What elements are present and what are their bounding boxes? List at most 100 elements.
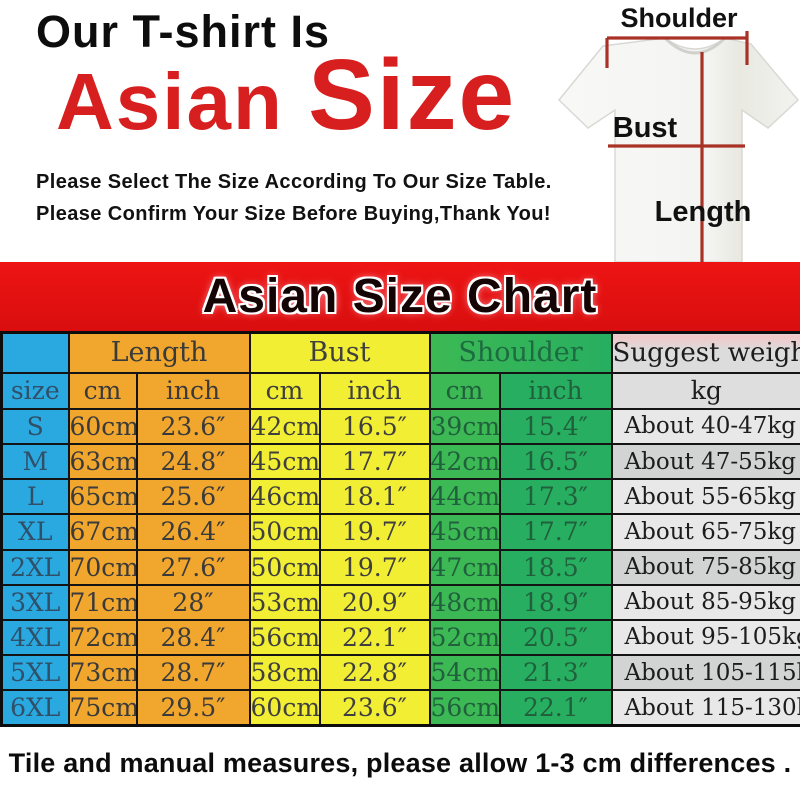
- headline-word-asian: Asian: [56, 57, 309, 146]
- size-row-xl: XL 67cm 26.4″ 50cm 19.7″ 45cm 17.7″ Abou…: [0, 513, 800, 551]
- size-chart-banner: Asian Size Chart: [0, 262, 800, 331]
- bust-cm: 58cm: [248, 654, 321, 692]
- size-row-l: L 65cm 25.6″ 46cm 18.1″ 44cm 17.3″ About…: [0, 478, 800, 516]
- shoulder-inch: 17.3″: [498, 478, 613, 516]
- col-header-weight: Suggest weight: [610, 331, 800, 374]
- length-inch: 28.7″: [135, 654, 251, 692]
- length-cm: 73cm: [67, 654, 138, 692]
- tshirt-collar: [663, 36, 727, 55]
- weight-range: About 85-95kg: [610, 583, 800, 621]
- size-label: M: [0, 443, 70, 481]
- length-inch: 28″: [135, 583, 251, 621]
- shoulder-inch: 21.3″: [498, 654, 613, 692]
- size-label: 3XL: [0, 583, 70, 621]
- size-row-s: S 60cm 23.6″ 42cm 16.5″ 39cm 15.4″ About…: [0, 407, 800, 446]
- length-inch: 25.6″: [135, 478, 251, 516]
- banner-title: Asian Size Chart: [202, 270, 598, 323]
- bust-cm: 56cm: [248, 618, 321, 657]
- size-label: 5XL: [0, 654, 70, 692]
- page-title: Our T-shirt Is: [36, 6, 331, 57]
- unit-weight-kg: kg: [610, 371, 800, 410]
- note-select-size: Please Select The Size According To Our …: [36, 171, 552, 193]
- tshirt-shape: [557, 37, 800, 262]
- length-inch: 27.6″: [135, 548, 251, 586]
- size-chart-table: Length Bust Shoulder Suggest weight size…: [0, 331, 800, 727]
- bust-inch: 23.6″: [318, 689, 431, 727]
- shoulder-cm: 39cm: [428, 407, 501, 446]
- size-row-6xl: 6XL 75cm 29.5″ 60cm 23.6″ 56cm 22.1″ Abo…: [0, 689, 800, 727]
- weight-range: About 65-75kg: [610, 513, 800, 551]
- col-header-length: Length: [67, 331, 251, 374]
- length-inch: 26.4″: [135, 513, 251, 551]
- bust-cm: 53cm: [248, 583, 321, 621]
- weight-range: About 95-105kg: [610, 618, 800, 657]
- length-cm: 70cm: [67, 548, 138, 586]
- shoulder-inch: 16.5″: [498, 443, 613, 481]
- size-row-5xl: 5XL 73cm 28.7″ 58cm 22.8″ 54cm 21.3″ Abo…: [0, 654, 800, 692]
- length-inch: 29.5″: [135, 689, 251, 727]
- header-size-blank: [0, 331, 70, 374]
- table-header-groups: Length Bust Shoulder Suggest weight: [0, 331, 800, 374]
- bust-cm: 60cm: [248, 689, 321, 727]
- weight-range: About 55-65kg: [610, 478, 800, 516]
- shoulder-cm: 47cm: [428, 548, 501, 586]
- unit-bust-inch: inch: [318, 371, 431, 410]
- shoulder-inch: 18.9″: [498, 583, 613, 621]
- size-label: S: [0, 407, 70, 446]
- length-cm: 75cm: [67, 689, 138, 727]
- footer-section: Tile and manual measures, please allow 1…: [0, 727, 800, 800]
- length-inch: 24.8″: [135, 443, 251, 481]
- shoulder-cm: 52cm: [428, 618, 501, 657]
- unit-bust-cm: cm: [248, 371, 321, 410]
- length-cm: 67cm: [67, 513, 138, 551]
- size-row-m: M 63cm 24.8″ 45cm 17.7″ 42cm 16.5″ About…: [0, 443, 800, 481]
- length-measure-label: Length: [655, 196, 752, 228]
- weight-range: About 105-115kg: [610, 654, 800, 692]
- size-label: XL: [0, 513, 70, 551]
- bust-inch: 19.7″: [318, 513, 431, 551]
- top-section: Our T-shirt Is Asian Size Please Select …: [0, 0, 800, 262]
- size-row-3xl: 3XL 71cm 28″ 53cm 20.9″ 48cm 18.9″ About…: [0, 583, 800, 621]
- unit-shoulder-inch: inch: [498, 371, 613, 410]
- shoulder-cm: 42cm: [428, 443, 501, 481]
- size-label: L: [0, 478, 70, 516]
- unit-length-cm: cm: [67, 371, 138, 410]
- length-inch: 28.4″: [135, 618, 251, 657]
- length-cm: 71cm: [67, 583, 138, 621]
- bust-inch: 19.7″: [318, 548, 431, 586]
- size-label: 2XL: [0, 548, 70, 586]
- weight-range: About 75-85kg: [610, 548, 800, 586]
- bust-cm: 50cm: [248, 513, 321, 551]
- shoulder-inch: 22.1″: [498, 689, 613, 727]
- weight-range: About 115-130kg: [610, 689, 800, 727]
- size-label: 6XL: [0, 689, 70, 727]
- col-header-size: size: [0, 371, 70, 410]
- shoulder-inch: 15.4″: [498, 407, 613, 446]
- weight-range: About 40-47kg: [610, 407, 800, 446]
- measure-tolerance-note: Tile and manual measures, please allow 1…: [8, 748, 792, 778]
- bust-cm: 45cm: [248, 443, 321, 481]
- shoulder-inch: 20.5″: [498, 618, 613, 657]
- note-confirm-size: Please Confirm Your Size Before Buying,T…: [36, 203, 551, 225]
- bust-inch: 16.5″: [318, 407, 431, 446]
- bust-measure-label: Bust: [613, 112, 678, 144]
- size-label: 4XL: [0, 618, 70, 657]
- bust-cm: 42cm: [248, 407, 321, 446]
- length-cm: 65cm: [67, 478, 138, 516]
- shoulder-cm: 56cm: [428, 689, 501, 727]
- shoulder-inch: 17.7″: [498, 513, 613, 551]
- unit-length-inch: inch: [135, 371, 251, 410]
- length-cm: 60cm: [67, 407, 138, 446]
- bust-cm: 46cm: [248, 478, 321, 516]
- shoulder-cm: 44cm: [428, 478, 501, 516]
- table-header-units: size cm inch cm inch cm inch kg: [0, 371, 800, 410]
- shoulder-measure-label: Shoulder: [620, 3, 737, 33]
- unit-shoulder-cm: cm: [428, 371, 501, 410]
- size-row-2xl: 2XL 70cm 27.6″ 50cm 19.7″ 47cm 18.5″ Abo…: [0, 548, 800, 586]
- size-row-4xl: 4XL 72cm 28.4″ 56cm 22.1″ 52cm 20.5″ Abo…: [0, 618, 800, 657]
- bust-inch: 18.1″: [318, 478, 431, 516]
- bust-inch: 17.7″: [318, 443, 431, 481]
- shoulder-inch: 18.5″: [498, 548, 613, 586]
- bust-inch: 22.1″: [318, 618, 431, 657]
